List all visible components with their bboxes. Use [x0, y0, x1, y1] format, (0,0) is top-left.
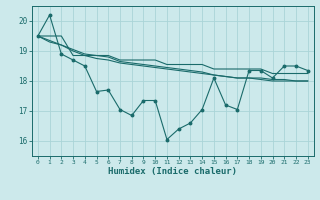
- X-axis label: Humidex (Indice chaleur): Humidex (Indice chaleur): [108, 167, 237, 176]
